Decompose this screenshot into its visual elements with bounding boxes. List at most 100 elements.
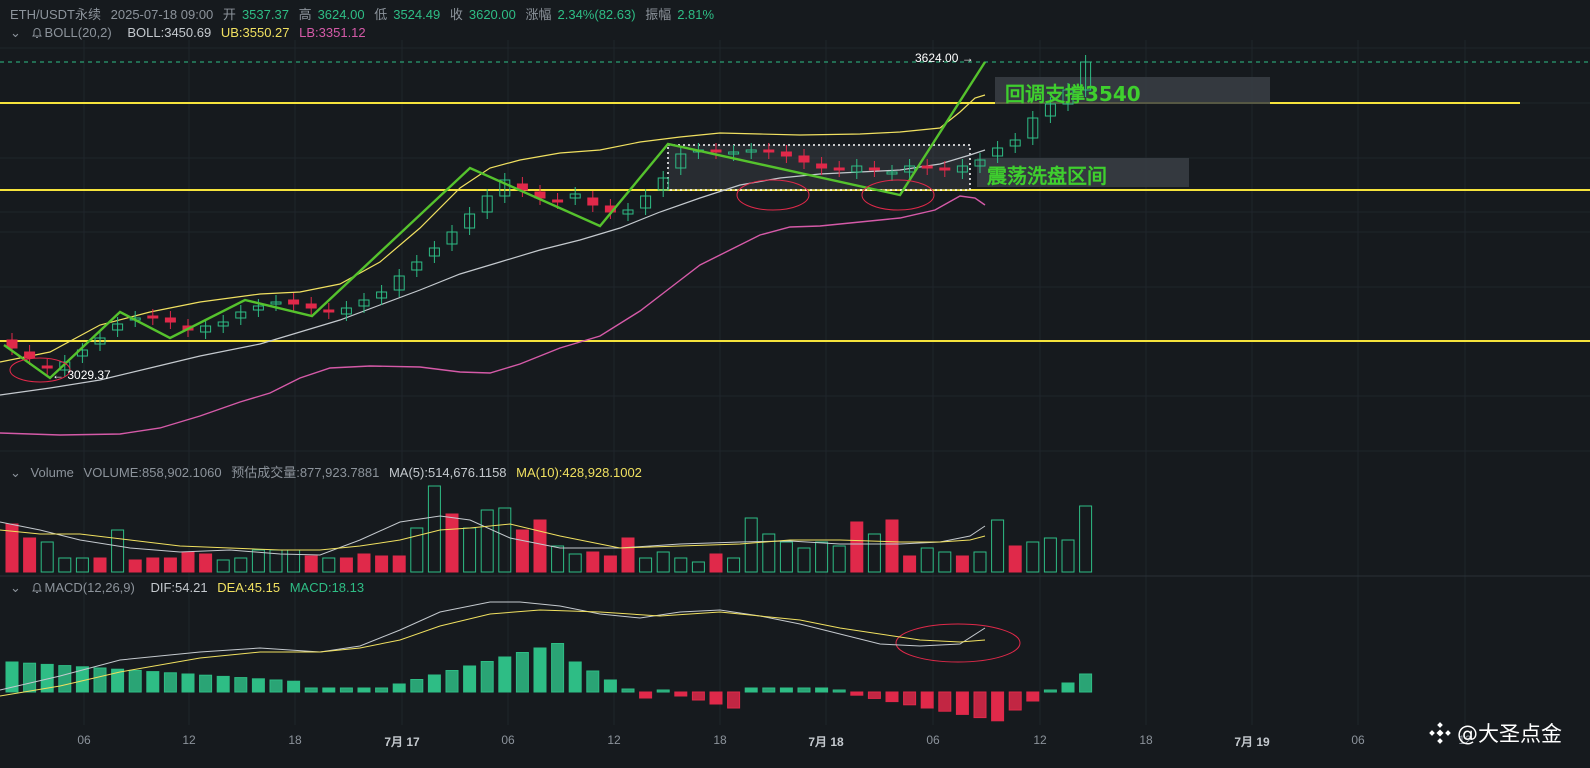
symbol-label: ETH/USDT永续	[10, 7, 102, 22]
high-label: 高	[298, 7, 312, 22]
volume-bar	[709, 553, 723, 573]
volume-bar	[1008, 545, 1022, 573]
macd-histogram-bar	[427, 674, 441, 693]
support-annotation-box	[995, 77, 1270, 104]
time-tick: 12	[1033, 733, 1047, 747]
collapse-chevron-icon[interactable]: ⌄	[10, 465, 21, 480]
volume-bar	[533, 519, 547, 573]
macd-histogram-bar	[199, 674, 213, 693]
candle-body	[340, 307, 352, 315]
collapse-chevron-icon[interactable]: ⌄	[10, 580, 21, 595]
volume-bar	[357, 553, 371, 573]
volume-bar	[1061, 539, 1075, 573]
candle-body	[358, 299, 370, 307]
candle-body	[851, 165, 863, 173]
macd-histogram-bar	[304, 687, 318, 693]
candle-body	[904, 165, 916, 173]
macd-histogram-bar	[991, 691, 1005, 722]
low-highlight-ellipse	[9, 357, 71, 383]
change-label: 涨幅	[525, 7, 552, 22]
macd-indicator[interactable]: MACD(12,26,9)	[31, 580, 141, 595]
volume-bar	[498, 507, 512, 573]
wave-path	[3, 61, 987, 380]
macd-histogram-bar	[216, 675, 230, 693]
macd-histogram-bar	[128, 669, 142, 693]
volume-bar	[339, 557, 353, 573]
candle-body	[59, 361, 71, 371]
volume-bar	[146, 557, 160, 573]
time-tick: 12	[607, 733, 621, 747]
collapse-chevron-icon[interactable]: ⌄	[10, 25, 21, 40]
candle-body	[1062, 89, 1074, 105]
macd-histogram-bar	[568, 661, 582, 693]
range-annotation: 震荡洗盘区间	[987, 164, 1107, 188]
macd-histogram-bar	[533, 647, 547, 693]
bell-icon	[31, 582, 42, 593]
macd-histogram-bar	[251, 678, 265, 693]
volume-bar	[1043, 537, 1057, 573]
volume-bar	[410, 527, 424, 573]
volume-name[interactable]: Volume	[30, 465, 74, 480]
open-label: 开	[222, 7, 236, 22]
macd-histogram-bar	[5, 661, 19, 693]
candle-body	[763, 149, 775, 153]
macd-histogram-bar	[815, 687, 829, 693]
volume-bar	[885, 519, 899, 573]
candle-body	[745, 149, 757, 153]
macd-histogram-bar	[357, 687, 371, 693]
candle-body	[587, 197, 599, 206]
candle-body	[886, 171, 898, 175]
macd-histogram-bar	[920, 691, 934, 709]
bell-icon	[31, 27, 42, 38]
macd-hist-value: MACD:18.13	[289, 580, 365, 595]
macd-histogram-bar	[691, 691, 705, 701]
candle-body	[640, 195, 652, 209]
volume-ma10-line	[0, 523, 986, 551]
boll-lower-band	[0, 195, 986, 436]
macd-histogram-bar	[322, 687, 336, 693]
volume-bar	[58, 557, 72, 573]
volume-bar	[815, 541, 829, 573]
macd-dif-value: DIF:54.21	[150, 580, 208, 595]
macd-name: MACD(12,26,9)	[44, 580, 135, 595]
candle-body	[24, 351, 36, 359]
boll-indicator[interactable]: BOLL(20,2)	[31, 25, 118, 40]
macd-histogram-bar	[146, 671, 160, 693]
macd-legend: ⌄ MACD(12,26,9) DIF:54.21 DEA:45.15 MACD…	[10, 580, 370, 596]
candle-body	[816, 163, 828, 169]
candle-body	[1080, 61, 1092, 91]
candle-body	[1027, 117, 1039, 139]
candle-body	[6, 339, 18, 349]
volume-bar	[445, 513, 459, 573]
macd-dif-line	[0, 601, 986, 691]
volume-bar	[674, 557, 688, 573]
macd-cross-ellipse	[895, 623, 1021, 663]
volume-bar	[181, 551, 195, 573]
volume-bar	[427, 485, 441, 573]
range-annotation-box	[977, 158, 1189, 187]
macd-histogram-bar	[93, 667, 107, 693]
volume-bar	[639, 557, 653, 573]
volume-value: VOLUME:858,902.1060	[83, 465, 222, 480]
boll-mid-value: BOLL:3450.69	[127, 25, 212, 40]
candle-body	[41, 365, 53, 369]
close-label: 收	[449, 7, 463, 22]
candle-body	[728, 151, 740, 155]
dip-highlight-ellipse	[861, 179, 935, 211]
candle-body	[657, 177, 669, 191]
candle-body	[552, 199, 564, 203]
volume-bar	[762, 533, 776, 573]
volume-bar	[1079, 505, 1093, 573]
macd-histogram-bar	[938, 691, 952, 712]
macd-histogram-bar	[903, 691, 917, 706]
candle-body	[288, 299, 300, 305]
candle-body	[992, 147, 1004, 157]
amplitude-label: 振幅	[645, 7, 672, 22]
volume-bar	[304, 555, 318, 573]
candle-body	[710, 149, 722, 153]
time-tick: 12	[182, 733, 196, 747]
macd-dea-line	[0, 609, 986, 697]
candle-body	[270, 301, 282, 305]
candle-body	[1009, 139, 1021, 147]
